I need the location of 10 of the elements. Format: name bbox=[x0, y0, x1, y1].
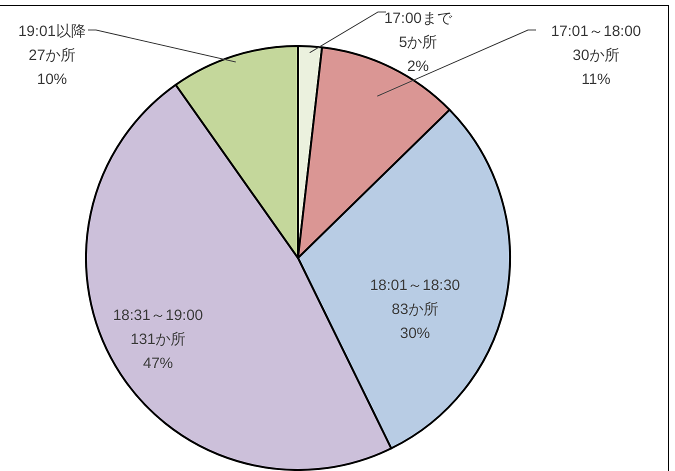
data-label: 27か所 10% bbox=[28, 47, 76, 88]
data-label: 131か所 47% bbox=[130, 331, 186, 372]
slice-label: 18:31～19:00 bbox=[112, 307, 204, 324]
slice-label: 17:00まで bbox=[384, 10, 453, 27]
slice-label: 17:01～18:00 bbox=[550, 23, 642, 40]
slice-label: 19:01以降 bbox=[18, 23, 86, 40]
data-label: 30か所 11% bbox=[572, 47, 620, 88]
data-label: 5か所 2% bbox=[398, 34, 438, 75]
data-label: 83か所 30% bbox=[392, 301, 438, 342]
slice-label: 18:01～18:30 bbox=[370, 277, 460, 294]
